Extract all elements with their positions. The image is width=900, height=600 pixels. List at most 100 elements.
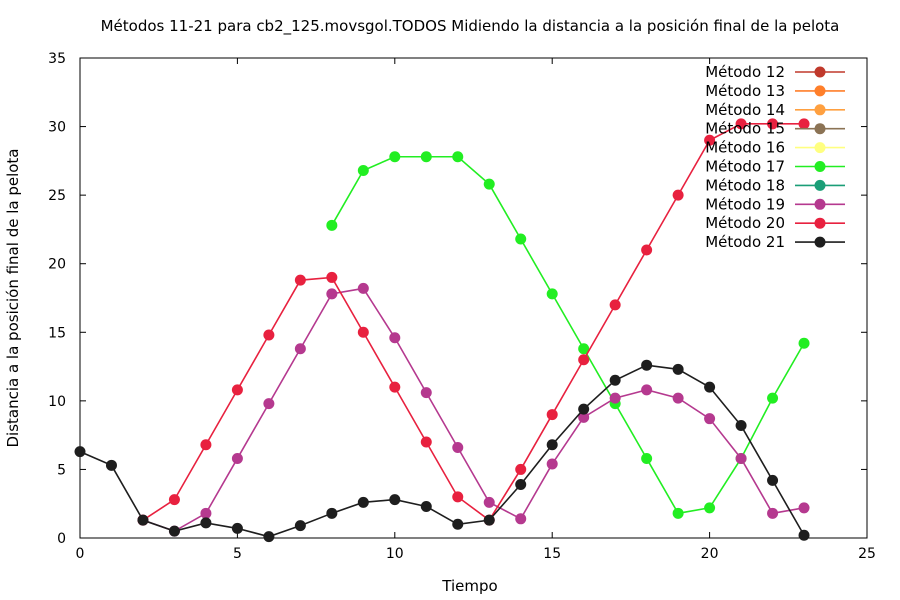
data-point — [452, 441, 464, 453]
data-point — [798, 118, 810, 130]
y-tick-label: 35 — [48, 51, 66, 67]
plot-frame — [79, 57, 868, 539]
data-point — [515, 233, 527, 245]
series-line — [142, 123, 805, 522]
data-point — [263, 531, 275, 543]
legend-item: Método 15 — [705, 120, 845, 138]
data-point — [515, 479, 527, 491]
data-point — [168, 525, 180, 537]
x-tick-label: 5 — [233, 546, 242, 562]
legend-label: Método 18 — [705, 176, 785, 194]
data-point — [609, 392, 621, 404]
data-point — [452, 151, 464, 163]
x-axis-title: Tiempo — [441, 577, 497, 595]
legend-item: Método 20 — [705, 214, 845, 232]
data-point — [231, 452, 243, 464]
data-point — [105, 459, 117, 471]
data-point — [672, 189, 684, 201]
data-point — [294, 343, 306, 355]
data-point — [483, 178, 495, 190]
data-point — [767, 507, 779, 519]
data-point — [515, 463, 527, 475]
legend-marker — [814, 66, 826, 78]
data-point — [137, 514, 149, 526]
legend-label: Método 19 — [705, 195, 785, 213]
y-tick-label: 20 — [48, 257, 66, 273]
legend-marker — [814, 123, 826, 135]
data-point — [609, 299, 621, 311]
series-line — [331, 155, 805, 515]
data-point — [168, 494, 180, 506]
data-point — [357, 326, 369, 338]
legend-item: Método 21 — [705, 233, 845, 251]
legend-label: Método 16 — [705, 139, 785, 157]
data-point — [389, 332, 401, 344]
data-point — [641, 384, 653, 396]
data-point — [389, 151, 401, 163]
data-point — [483, 514, 495, 526]
data-point — [263, 329, 275, 341]
data-point — [735, 420, 747, 432]
legend-label: Método 20 — [705, 214, 785, 232]
legend-marker — [814, 142, 826, 154]
data-point — [326, 507, 338, 519]
data-point — [294, 520, 306, 532]
legend-marker — [814, 198, 826, 210]
data-point — [200, 517, 212, 529]
data-point — [798, 529, 810, 541]
data-point — [515, 513, 527, 525]
data-point — [231, 384, 243, 396]
x-tick-label: 15 — [543, 546, 561, 562]
data-point — [420, 151, 432, 163]
data-point — [546, 409, 558, 421]
data-point — [483, 496, 495, 508]
data-point — [263, 398, 275, 410]
series-19 — [137, 282, 810, 537]
legend-label: Método 13 — [705, 82, 785, 100]
data-point — [735, 118, 747, 130]
data-point — [420, 387, 432, 399]
y-tick-label: 25 — [48, 188, 66, 204]
data-point — [546, 288, 558, 300]
legend-marker — [814, 179, 826, 191]
chart-title: Métodos 11-21 para cb2_125.movsgol.TODOS… — [101, 17, 840, 36]
legend-label: Método 15 — [705, 120, 785, 138]
data-point — [326, 219, 338, 231]
y-tick-label: 5 — [57, 462, 66, 478]
legend-item: Método 12 — [705, 63, 845, 81]
series-layer — [74, 118, 810, 543]
data-point — [231, 522, 243, 534]
y-tick-label: 0 — [57, 531, 66, 547]
series-21 — [74, 359, 810, 543]
data-point — [767, 118, 779, 130]
y-tick-label: 15 — [48, 325, 66, 341]
data-point — [672, 392, 684, 404]
axis-ticks: 0 5 10 15 20 25 0 5 10 15 20 25 30 35 — [48, 51, 876, 562]
data-point — [200, 439, 212, 451]
x-tick-label: 10 — [386, 546, 404, 562]
legend-item: Método 13 — [705, 82, 845, 100]
data-point — [672, 507, 684, 519]
data-point — [767, 392, 779, 404]
legend-label: Método 21 — [705, 233, 785, 251]
data-point — [200, 507, 212, 519]
legend-item: Método 18 — [705, 176, 845, 194]
y-tick-label: 10 — [48, 394, 66, 410]
data-point — [357, 164, 369, 176]
legend-marker — [814, 161, 826, 172]
legend-marker — [814, 85, 826, 97]
data-point — [578, 343, 590, 355]
legend-item: Método 16 — [705, 139, 845, 157]
data-point — [704, 502, 716, 514]
data-point — [704, 381, 716, 393]
data-point — [641, 452, 653, 464]
y-tick-label: 30 — [48, 120, 66, 136]
data-point — [546, 458, 558, 470]
data-point — [326, 271, 338, 283]
x-tick-label: 0 — [76, 546, 85, 562]
legend-item: Método 19 — [705, 195, 845, 213]
data-point — [578, 354, 590, 366]
data-point — [452, 518, 464, 530]
data-point — [672, 363, 684, 375]
